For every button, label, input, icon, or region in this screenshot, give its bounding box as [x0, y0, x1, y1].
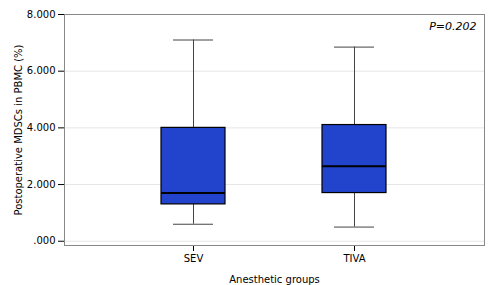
svg-text:.000: .000 — [33, 235, 55, 246]
svg-text:SEV: SEV — [184, 253, 204, 264]
svg-text:Postoperative MDSCs in PBMC (%: Postoperative MDSCs in PBMC (%) — [13, 44, 24, 215]
svg-text:8.000: 8.000 — [27, 9, 56, 20]
svg-text:6.000: 6.000 — [27, 65, 56, 76]
svg-text:P=0.202: P=0.202 — [429, 20, 476, 33]
svg-text:2.000: 2.000 — [27, 179, 56, 190]
svg-text:TIVA: TIVA — [342, 253, 365, 264]
svg-text:Anesthetic groups: Anesthetic groups — [229, 274, 320, 285]
svg-text:4.000: 4.000 — [27, 122, 56, 133]
